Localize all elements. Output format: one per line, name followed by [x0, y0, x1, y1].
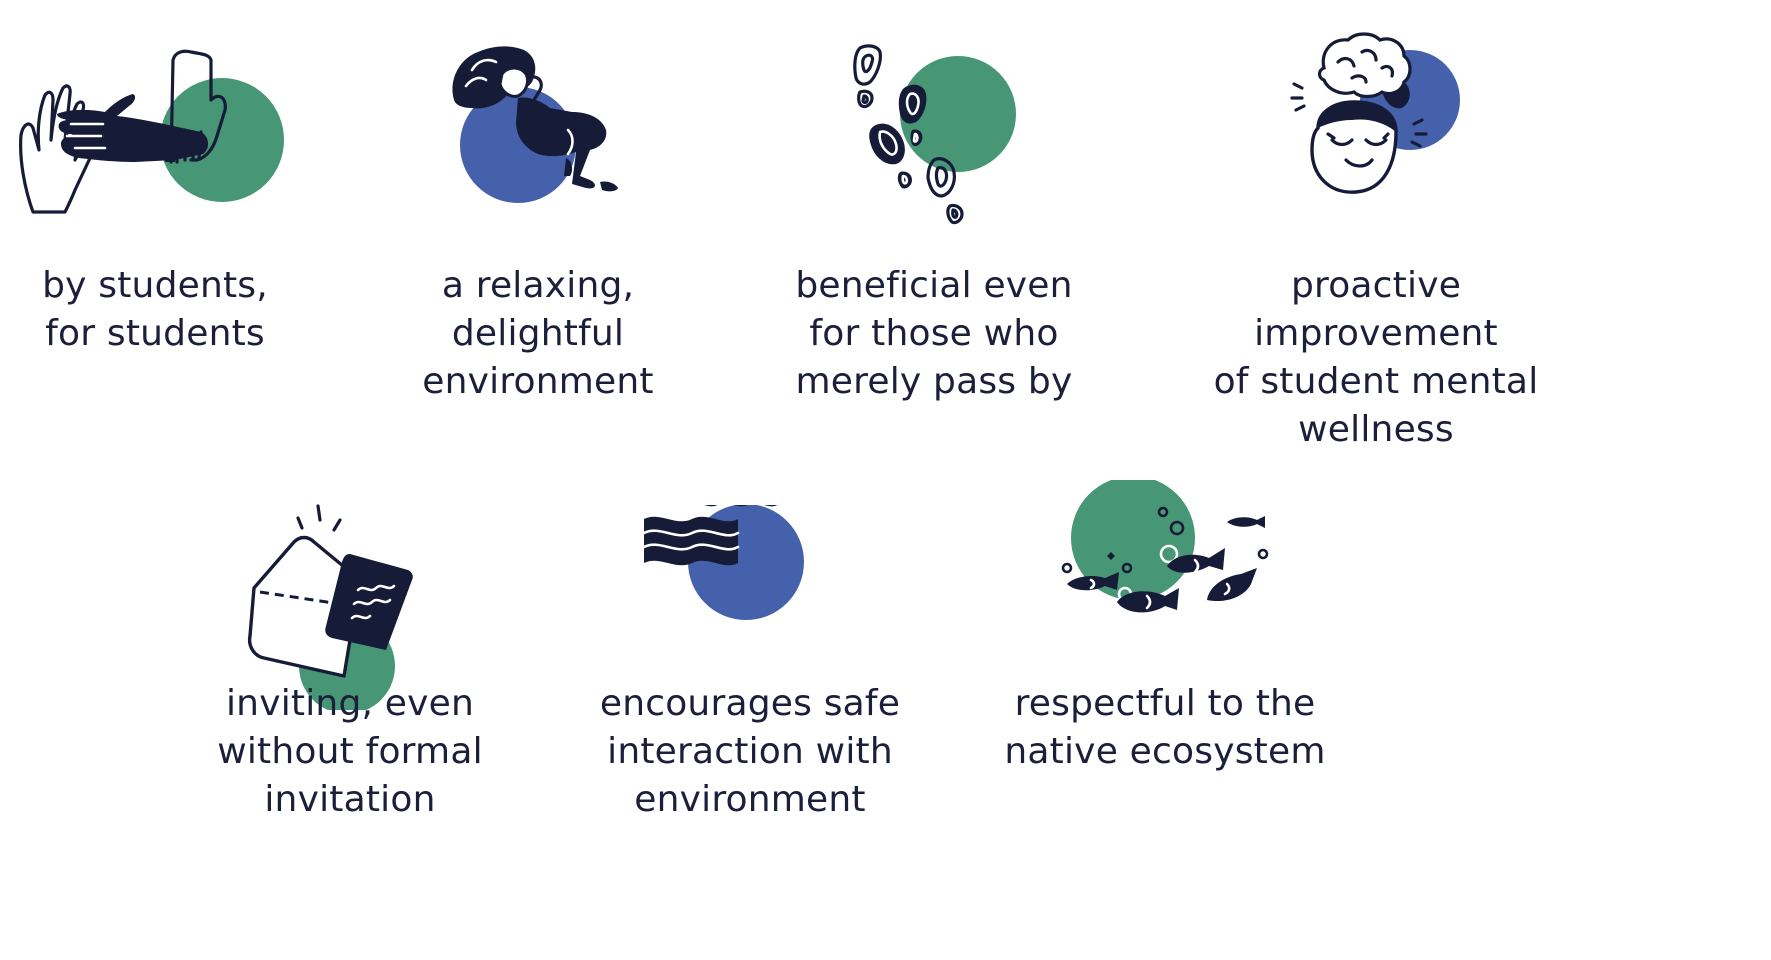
waves-icon: [642, 505, 804, 620]
envelope-letter-icon: [247, 504, 413, 710]
relaxing-person-icon: [452, 46, 618, 203]
principle-label-by-students: by students, for students: [42, 265, 268, 354]
principle-label-mental-wellness: proactive improvement of student mental …: [1213, 265, 1539, 450]
principle-label-safe-interaction: encourages safe interaction with environ…: [599, 683, 901, 820]
principle-label-pass-by: beneficial even for those who merely pas…: [795, 265, 1073, 402]
principle-label-inviting: inviting, even without formal invitation: [217, 683, 483, 820]
hands-icon: [19, 49, 284, 214]
fish-icon: [1061, 480, 1269, 613]
footprints-icon: [853, 44, 1016, 225]
principle-label-relaxing: a relaxing, delightful environment: [422, 265, 654, 402]
principle-label-ecosystem: respectful to the native ecosystem: [1004, 683, 1326, 772]
happy-head-brain-icon: [1290, 32, 1460, 194]
